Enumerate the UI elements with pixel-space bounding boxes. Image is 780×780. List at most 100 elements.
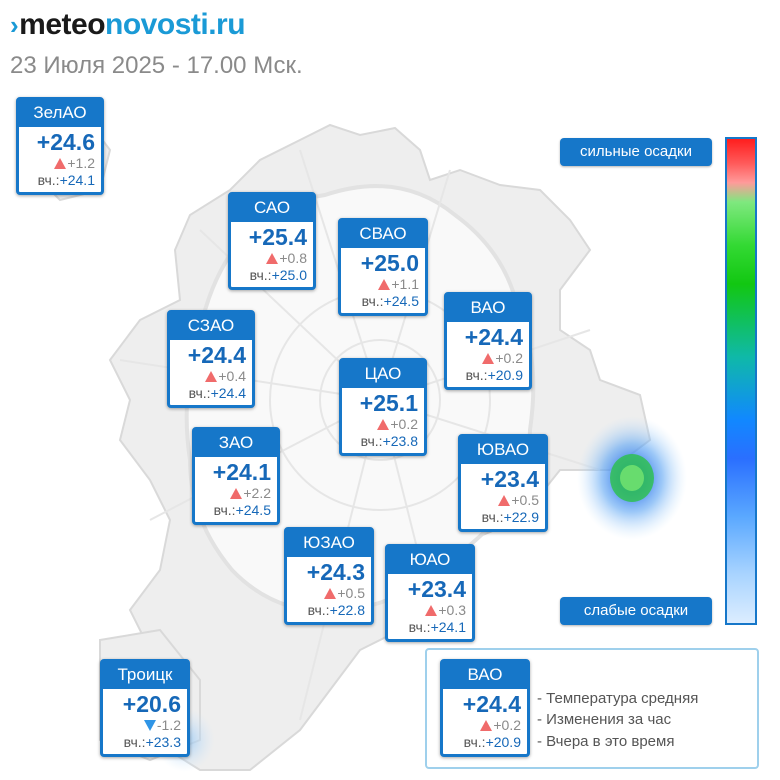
delta-value: +1.1 <box>391 276 419 292</box>
district-temp: +24.1 <box>212 459 271 485</box>
district-yesterday: вч.:+24.5 <box>341 293 425 313</box>
rise-triangle-icon <box>205 371 218 382</box>
yesterday-label: вч.: <box>463 734 486 750</box>
delta-value: +1.2 <box>67 155 95 171</box>
district-card-vao: ВАО +24.4 +0.2 вч.:+20.9 <box>444 292 532 390</box>
district-temp: +25.4 <box>248 224 307 250</box>
district-card-szao: СЗАО +24.4 +0.4 вч.:+24.4 <box>167 310 255 408</box>
district-temp: +24.3 <box>306 559 365 585</box>
district-name: СЗАО <box>170 313 252 340</box>
district-delta: +0.2 <box>443 717 527 734</box>
district-temp: +20.6 <box>122 691 181 717</box>
district-temp: +24.4 <box>464 324 523 350</box>
delta-value: +0.4 <box>218 368 246 384</box>
district-yesterday: вч.:+24.1 <box>388 619 472 639</box>
district-yesterday: вч.:+24.1 <box>19 172 101 192</box>
district-name: ЗАО <box>195 430 277 457</box>
delta-value: +0.2 <box>493 717 521 733</box>
district-name: ЦАО <box>342 361 424 388</box>
district-delta: +0.8 <box>231 250 313 267</box>
district-yesterday: вч.:+20.9 <box>443 734 527 754</box>
yesterday-value: +24.5 <box>383 293 419 309</box>
district-delta: +2.2 <box>195 485 277 502</box>
delta-value: +0.5 <box>337 585 365 601</box>
district-delta: +1.2 <box>19 155 101 172</box>
date-time-subtitle: 23 Июля 2025 - 17.00 Мск. <box>10 52 303 79</box>
yesterday-label: вч.: <box>188 385 211 401</box>
district-card-troitsk: Троицк +20.6 -1.2 вч.:+23.3 <box>100 659 190 757</box>
rise-triangle-icon <box>480 720 493 731</box>
yesterday-label: вч.: <box>123 734 146 750</box>
delta-value: +0.8 <box>279 250 307 266</box>
yesterday-value: +22.8 <box>329 602 365 618</box>
rise-triangle-icon <box>54 158 67 169</box>
yesterday-label: вч.: <box>249 267 272 283</box>
light-precip-label: слабые осадки <box>560 597 712 625</box>
district-card-yuzao: ЮЗАО +24.3 +0.5 вч.:+22.8 <box>284 527 374 625</box>
district-temp: +24.6 <box>36 129 95 155</box>
district-yesterday: вч.:+20.9 <box>447 367 529 387</box>
district-yesterday: вч.:+22.9 <box>461 509 545 529</box>
yesterday-value: +24.1 <box>59 172 95 188</box>
district-name: ВАО <box>447 295 529 322</box>
rise-triangle-icon <box>378 279 391 290</box>
district-delta: +0.5 <box>287 585 371 602</box>
district-temp: +23.4 <box>407 576 466 602</box>
logo-prefix: meteo <box>19 8 106 41</box>
yesterday-label: вч.: <box>408 619 431 635</box>
district-name: ВАО <box>443 662 527 689</box>
legend-line-hourly-change: - Изменения за час <box>537 711 672 728</box>
heavy-precip-label: сильные осадки <box>560 138 712 166</box>
district-name: ЮАО <box>388 547 472 574</box>
district-delta: +0.3 <box>388 602 472 619</box>
district-yesterday: вч.:+23.8 <box>342 433 424 453</box>
district-yesterday: вч.:+22.8 <box>287 602 371 622</box>
delta-value: +2.2 <box>243 485 271 501</box>
rise-triangle-icon <box>498 495 511 506</box>
delta-value: +0.2 <box>390 416 418 432</box>
district-temp: +25.1 <box>359 390 418 416</box>
delta-value: +0.2 <box>495 350 523 366</box>
yesterday-value: +23.8 <box>382 433 418 449</box>
legend-line-yesterday: - Вчера в это время <box>537 733 675 750</box>
district-name: САО <box>231 195 313 222</box>
rise-triangle-icon <box>482 353 495 364</box>
district-delta: +0.4 <box>170 368 252 385</box>
delta-value: -1.2 <box>156 717 181 733</box>
yesterday-value: +24.1 <box>430 619 466 635</box>
yesterday-value: +20.9 <box>485 734 521 750</box>
yesterday-label: вч.: <box>37 172 60 188</box>
yesterday-value: +23.3 <box>145 734 181 750</box>
district-card-svao: СВАО +25.0 +1.1 вч.:+24.5 <box>338 218 428 316</box>
district-card-tsao: ЦАО +25.1 +0.2 вч.:+23.8 <box>339 358 427 456</box>
yesterday-value: +22.9 <box>503 509 539 525</box>
district-yesterday: вч.:+24.5 <box>195 502 277 522</box>
district-card-sao: САО +25.4 +0.8 вч.:+25.0 <box>228 192 316 290</box>
rise-triangle-icon <box>230 488 243 499</box>
district-temp: +23.4 <box>480 466 539 492</box>
yesterday-value: +25.0 <box>271 267 307 283</box>
legend-line-average-temp: - Температура средняя <box>537 690 699 707</box>
district-name: ЗелАО <box>19 100 101 127</box>
district-temp: +24.4 <box>462 691 521 717</box>
district-yesterday: вч.:+23.3 <box>103 734 187 754</box>
district-card-zao: ЗАО +24.1 +2.2 вч.:+24.5 <box>192 427 280 525</box>
district-name: СВАО <box>341 221 425 248</box>
district-yesterday: вч.:+25.0 <box>231 267 313 287</box>
yesterday-label: вч.: <box>361 293 384 309</box>
yesterday-label: вч.: <box>481 509 504 525</box>
yesterday-label: вч.: <box>213 502 236 518</box>
precipitation-gradient-bar <box>725 137 757 625</box>
rise-triangle-icon <box>425 605 438 616</box>
rise-triangle-icon <box>377 419 390 430</box>
fall-triangle-icon <box>143 720 156 731</box>
yesterday-value: +24.4 <box>210 385 246 401</box>
yesterday-label: вч.: <box>465 367 488 383</box>
yesterday-value: +20.9 <box>487 367 523 383</box>
yesterday-label: вч.: <box>307 602 330 618</box>
logo-suffix: novosti.ru <box>105 8 246 41</box>
rise-triangle-icon <box>266 253 279 264</box>
district-delta: +0.2 <box>447 350 529 367</box>
district-name: ЮВАО <box>461 437 545 464</box>
delta-value: +0.5 <box>511 492 539 508</box>
